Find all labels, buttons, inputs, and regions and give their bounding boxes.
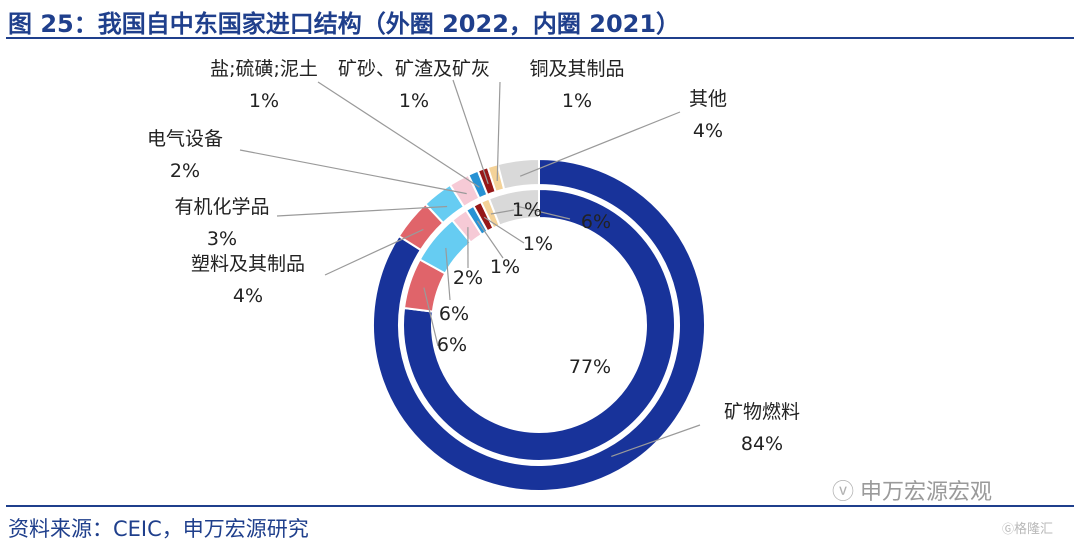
outer-leader-7 [519, 111, 681, 177]
outer-label-name-4: 盐;硫磺;泥土 [210, 58, 318, 80]
inner-slice-0 [402, 187, 676, 462]
outer-leader-4 [317, 81, 480, 188]
badge-text: 格隆汇 [1014, 522, 1054, 537]
chart-labels: 矿物燃料 84% 塑料及其制品 4% 有机化学品 3% 电气设备 2% 盐;硫磺;泥土 1% 矿砂、… [147, 58, 800, 455]
inner-leader-1 [423, 287, 439, 347]
outer-label-name-3: 电气设备 [147, 128, 223, 150]
outer-label-pct-1: 4% [233, 285, 263, 307]
outer-label-pct-0: 84% [741, 433, 783, 455]
outer-leader-3 [239, 149, 467, 195]
watermark-badge: Ⓖ格隆汇 [1002, 518, 1053, 537]
inner-leader-7 [516, 205, 571, 220]
outer-label-name-1: 塑料及其制品 [191, 253, 305, 275]
inner-label-pct-1: 6% [437, 334, 467, 356]
chart-title: 图 25：我国自中东国家进口结构（外圈 2022，内圈 2021） [8, 10, 681, 38]
inner-leader-5 [483, 216, 525, 244]
outer-label-pct-6: 1% [562, 90, 592, 112]
inner-label-pct-7: 6% [581, 211, 611, 233]
title-rule [6, 37, 1074, 39]
inner-label-pct-4: 1% [490, 256, 520, 278]
outer-label-pct-4: 1% [249, 90, 279, 112]
inner-label-pct-2: 6% [439, 303, 469, 325]
glh-logo-icon: Ⓖ [1002, 522, 1015, 536]
outer-leader-6 [496, 81, 501, 182]
outer-leader-5 [452, 79, 489, 185]
outer-label-name-6: 铜及其制品 [529, 58, 624, 80]
outer-label-pct-3: 2% [170, 160, 200, 182]
outer-label-name-2: 有机化学品 [174, 196, 269, 218]
source-rule [6, 505, 1074, 507]
inner-leader-4 [476, 220, 504, 259]
inner-label-pct-6: 1% [512, 199, 542, 221]
outer-slice-7 [496, 157, 540, 191]
outer-ring-2022 [372, 157, 706, 492]
inner-ring-2021 [402, 187, 676, 462]
outer-label-name-5: 矿砂、矿渣及矿灰 [338, 58, 490, 80]
inner-leader-6 [490, 209, 515, 215]
outer-label-name-0: 矿物燃料 [724, 401, 800, 423]
inner-slice-7 [487, 187, 540, 227]
watermark-text: 申万宏源宏观 [860, 480, 993, 505]
inner-label-pct-0: 77% [569, 356, 611, 378]
watermark: ⓥ 申万宏源宏观 [832, 474, 992, 506]
outer-label-name-7: 其他 [689, 88, 727, 110]
outer-leader-1 [324, 228, 424, 276]
outer-label-pct-2: 3% [207, 228, 237, 250]
leader-lines [239, 79, 701, 457]
inner-leader-2 [445, 247, 451, 301]
outer-leader-2 [276, 205, 448, 217]
inner-label-pct-3: 2% [453, 267, 483, 289]
outer-label-pct-5: 1% [399, 90, 429, 112]
outer-leader-0 [611, 424, 701, 457]
outer-label-pct-7: 4% [693, 120, 723, 142]
outer-slice-0 [372, 157, 706, 492]
source-note: 资料来源：CEIC，申万宏源研究 [8, 517, 309, 541]
wechat-icon: ⓥ [832, 480, 855, 505]
inner-label-pct-5: 1% [523, 233, 553, 255]
